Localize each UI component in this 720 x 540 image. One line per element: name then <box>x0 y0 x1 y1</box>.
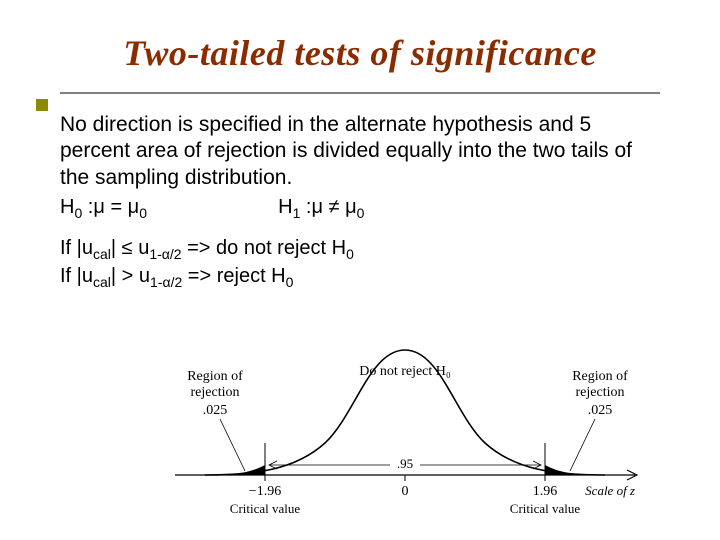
right-region-label1: Region of <box>572 369 628 384</box>
bullet-icon <box>36 99 48 111</box>
dnr-label: Do not reject H₀ <box>359 364 451 379</box>
h0-label: H0 :μ = μ0 <box>60 196 147 218</box>
h1-label: H1 :μ ≠ μ0 <box>278 196 364 218</box>
rule-2: If |ucal| > u1-α/2 => reject H0 <box>60 264 660 292</box>
cv-right-label: Critical value <box>510 501 581 516</box>
hypothesis-row: H0 :μ = μ0 H1 :μ ≠ μ0 <box>60 195 660 223</box>
conf-label: .95 <box>397 456 413 471</box>
left-region-label2: rejection <box>191 385 240 400</box>
xtick-left: −1.96 <box>249 484 281 499</box>
scale-label: Scale of z <box>585 483 635 498</box>
cv-left-label: Critical value <box>230 501 301 516</box>
xtick-mid: 0 <box>402 484 409 499</box>
decision-rules: If |ucal| ≤ u1-α/2 => do not reject H0 I… <box>60 236 660 291</box>
left-leader <box>220 419 245 471</box>
left-region-label1: Region of <box>187 369 243 384</box>
left-region-val: .025 <box>203 403 228 418</box>
body-text-block: No direction is specified in the alterna… <box>0 94 720 291</box>
rule-1: If |ucal| ≤ u1-α/2 => do not reject H0 <box>60 236 660 264</box>
right-region-label2: rejection <box>576 385 625 400</box>
paragraph: No direction is specified in the alterna… <box>60 112 660 191</box>
slide-title: Two-tailed tests of significance <box>0 0 720 82</box>
xtick-right: 1.96 <box>533 484 558 499</box>
right-leader <box>570 419 595 471</box>
distribution-chart: .95 Do not reject H₀ Region of rejection… <box>155 325 655 525</box>
right-region-val: .025 <box>588 403 613 418</box>
slide: Two-tailed tests of significance No dire… <box>0 0 720 540</box>
